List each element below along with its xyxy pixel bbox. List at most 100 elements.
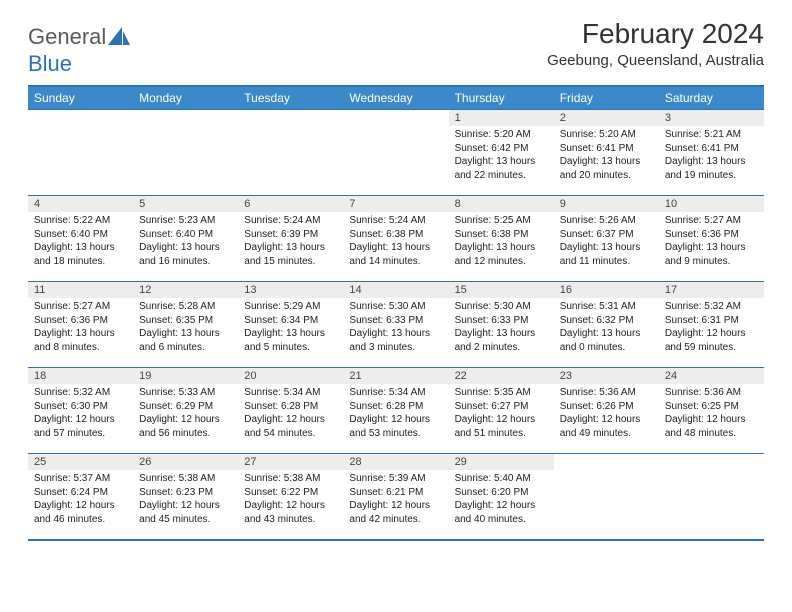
day-details: Sunrise: 5:31 AMSunset: 6:32 PMDaylight:… bbox=[554, 298, 659, 358]
day-details: Sunrise: 5:29 AMSunset: 6:34 PMDaylight:… bbox=[238, 298, 343, 358]
daylight-text: Daylight: 12 hours and 54 minutes. bbox=[244, 413, 337, 440]
day-number: 10 bbox=[659, 196, 764, 212]
day-number: 18 bbox=[28, 368, 133, 384]
day-details: Sunrise: 5:30 AMSunset: 6:33 PMDaylight:… bbox=[449, 298, 554, 358]
sunset-text: Sunset: 6:28 PM bbox=[349, 400, 442, 414]
calendar-day: 16Sunrise: 5:31 AMSunset: 6:32 PMDayligh… bbox=[554, 282, 659, 368]
sunset-text: Sunset: 6:33 PM bbox=[349, 314, 442, 328]
calendar-day: 21Sunrise: 5:34 AMSunset: 6:28 PMDayligh… bbox=[343, 368, 448, 454]
sunrise-text: Sunrise: 5:39 AM bbox=[349, 472, 442, 486]
sunrise-text: Sunrise: 5:30 AM bbox=[349, 300, 442, 314]
calendar-day: 29Sunrise: 5:40 AMSunset: 6:20 PMDayligh… bbox=[449, 454, 554, 540]
day-number: 27 bbox=[238, 454, 343, 470]
calendar-day: 1Sunrise: 5:20 AMSunset: 6:42 PMDaylight… bbox=[449, 110, 554, 196]
day-details: Sunrise: 5:38 AMSunset: 6:23 PMDaylight:… bbox=[133, 470, 238, 530]
sunset-text: Sunset: 6:39 PM bbox=[244, 228, 337, 242]
day-number: 17 bbox=[659, 282, 764, 298]
calendar-day: 12Sunrise: 5:28 AMSunset: 6:35 PMDayligh… bbox=[133, 282, 238, 368]
weekday-heading: Monday bbox=[133, 86, 238, 110]
day-details: Sunrise: 5:36 AMSunset: 6:26 PMDaylight:… bbox=[554, 384, 659, 444]
day-details: Sunrise: 5:37 AMSunset: 6:24 PMDaylight:… bbox=[28, 470, 133, 530]
day-number: 19 bbox=[133, 368, 238, 384]
calendar-day: 9Sunrise: 5:26 AMSunset: 6:37 PMDaylight… bbox=[554, 196, 659, 282]
day-details: Sunrise: 5:27 AMSunset: 6:36 PMDaylight:… bbox=[659, 212, 764, 272]
sunset-text: Sunset: 6:34 PM bbox=[244, 314, 337, 328]
sunrise-text: Sunrise: 5:34 AM bbox=[349, 386, 442, 400]
day-number: 26 bbox=[133, 454, 238, 470]
daylight-text: Daylight: 12 hours and 53 minutes. bbox=[349, 413, 442, 440]
daylight-text: Daylight: 12 hours and 48 minutes. bbox=[665, 413, 758, 440]
day-number: 29 bbox=[449, 454, 554, 470]
day-number: 4 bbox=[28, 196, 133, 212]
calendar-day: 4Sunrise: 5:22 AMSunset: 6:40 PMDaylight… bbox=[28, 196, 133, 282]
weekday-heading: Wednesday bbox=[343, 86, 448, 110]
weekday-heading: Tuesday bbox=[238, 86, 343, 110]
calendar-day bbox=[343, 110, 448, 196]
day-details: Sunrise: 5:34 AMSunset: 6:28 PMDaylight:… bbox=[343, 384, 448, 444]
daylight-text: Daylight: 12 hours and 46 minutes. bbox=[34, 499, 127, 526]
sunset-text: Sunset: 6:41 PM bbox=[665, 142, 758, 156]
sunrise-text: Sunrise: 5:21 AM bbox=[665, 128, 758, 142]
daylight-text: Daylight: 12 hours and 59 minutes. bbox=[665, 327, 758, 354]
sunset-text: Sunset: 6:38 PM bbox=[349, 228, 442, 242]
sunrise-text: Sunrise: 5:38 AM bbox=[244, 472, 337, 486]
month-title: February 2024 bbox=[547, 18, 764, 50]
daylight-text: Daylight: 13 hours and 9 minutes. bbox=[665, 241, 758, 268]
calendar-body: 1Sunrise: 5:20 AMSunset: 6:42 PMDaylight… bbox=[28, 110, 764, 540]
day-details: Sunrise: 5:33 AMSunset: 6:29 PMDaylight:… bbox=[133, 384, 238, 444]
calendar-day: 26Sunrise: 5:38 AMSunset: 6:23 PMDayligh… bbox=[133, 454, 238, 540]
sunrise-text: Sunrise: 5:38 AM bbox=[139, 472, 232, 486]
calendar-day: 19Sunrise: 5:33 AMSunset: 6:29 PMDayligh… bbox=[133, 368, 238, 454]
day-number: 14 bbox=[343, 282, 448, 298]
sunrise-text: Sunrise: 5:29 AM bbox=[244, 300, 337, 314]
sunrise-text: Sunrise: 5:36 AM bbox=[560, 386, 653, 400]
day-number: 13 bbox=[238, 282, 343, 298]
sunrise-text: Sunrise: 5:24 AM bbox=[349, 214, 442, 228]
day-details: Sunrise: 5:36 AMSunset: 6:25 PMDaylight:… bbox=[659, 384, 764, 444]
daylight-text: Daylight: 12 hours and 40 minutes. bbox=[455, 499, 548, 526]
day-number: 8 bbox=[449, 196, 554, 212]
calendar-day bbox=[133, 110, 238, 196]
daylight-text: Daylight: 13 hours and 2 minutes. bbox=[455, 327, 548, 354]
sunset-text: Sunset: 6:35 PM bbox=[139, 314, 232, 328]
day-details: Sunrise: 5:25 AMSunset: 6:38 PMDaylight:… bbox=[449, 212, 554, 272]
sunset-text: Sunset: 6:27 PM bbox=[455, 400, 548, 414]
sunrise-text: Sunrise: 5:33 AM bbox=[139, 386, 232, 400]
day-number: 2 bbox=[554, 110, 659, 126]
day-details: Sunrise: 5:20 AMSunset: 6:42 PMDaylight:… bbox=[449, 126, 554, 186]
sunset-text: Sunset: 6:25 PM bbox=[665, 400, 758, 414]
sunset-text: Sunset: 6:29 PM bbox=[139, 400, 232, 414]
day-details: Sunrise: 5:23 AMSunset: 6:40 PMDaylight:… bbox=[133, 212, 238, 272]
calendar-day: 18Sunrise: 5:32 AMSunset: 6:30 PMDayligh… bbox=[28, 368, 133, 454]
sunrise-text: Sunrise: 5:23 AM bbox=[139, 214, 232, 228]
logo-text-2: Blue bbox=[28, 51, 764, 77]
calendar-day: 15Sunrise: 5:30 AMSunset: 6:33 PMDayligh… bbox=[449, 282, 554, 368]
day-number: 28 bbox=[343, 454, 448, 470]
day-details: Sunrise: 5:26 AMSunset: 6:37 PMDaylight:… bbox=[554, 212, 659, 272]
weekday-heading: Thursday bbox=[449, 86, 554, 110]
sunset-text: Sunset: 6:36 PM bbox=[665, 228, 758, 242]
day-number: 16 bbox=[554, 282, 659, 298]
calendar-day: 8Sunrise: 5:25 AMSunset: 6:38 PMDaylight… bbox=[449, 196, 554, 282]
sunset-text: Sunset: 6:33 PM bbox=[455, 314, 548, 328]
day-number: 21 bbox=[343, 368, 448, 384]
calendar-day bbox=[554, 454, 659, 540]
daylight-text: Daylight: 13 hours and 11 minutes. bbox=[560, 241, 653, 268]
weekday-heading: Saturday bbox=[659, 86, 764, 110]
sunrise-text: Sunrise: 5:37 AM bbox=[34, 472, 127, 486]
sunrise-text: Sunrise: 5:32 AM bbox=[665, 300, 758, 314]
daylight-text: Daylight: 12 hours and 43 minutes. bbox=[244, 499, 337, 526]
sunset-text: Sunset: 6:22 PM bbox=[244, 486, 337, 500]
calendar-week: 11Sunrise: 5:27 AMSunset: 6:36 PMDayligh… bbox=[28, 282, 764, 368]
day-details: Sunrise: 5:24 AMSunset: 6:38 PMDaylight:… bbox=[343, 212, 448, 272]
calendar-day bbox=[28, 110, 133, 196]
daylight-text: Daylight: 13 hours and 12 minutes. bbox=[455, 241, 548, 268]
calendar-day bbox=[659, 454, 764, 540]
sunrise-text: Sunrise: 5:35 AM bbox=[455, 386, 548, 400]
weekday-heading: Friday bbox=[554, 86, 659, 110]
weekday-heading: Sunday bbox=[28, 86, 133, 110]
day-number: 1 bbox=[449, 110, 554, 126]
calendar-day: 5Sunrise: 5:23 AMSunset: 6:40 PMDaylight… bbox=[133, 196, 238, 282]
day-details: Sunrise: 5:30 AMSunset: 6:33 PMDaylight:… bbox=[343, 298, 448, 358]
calendar-day: 3Sunrise: 5:21 AMSunset: 6:41 PMDaylight… bbox=[659, 110, 764, 196]
